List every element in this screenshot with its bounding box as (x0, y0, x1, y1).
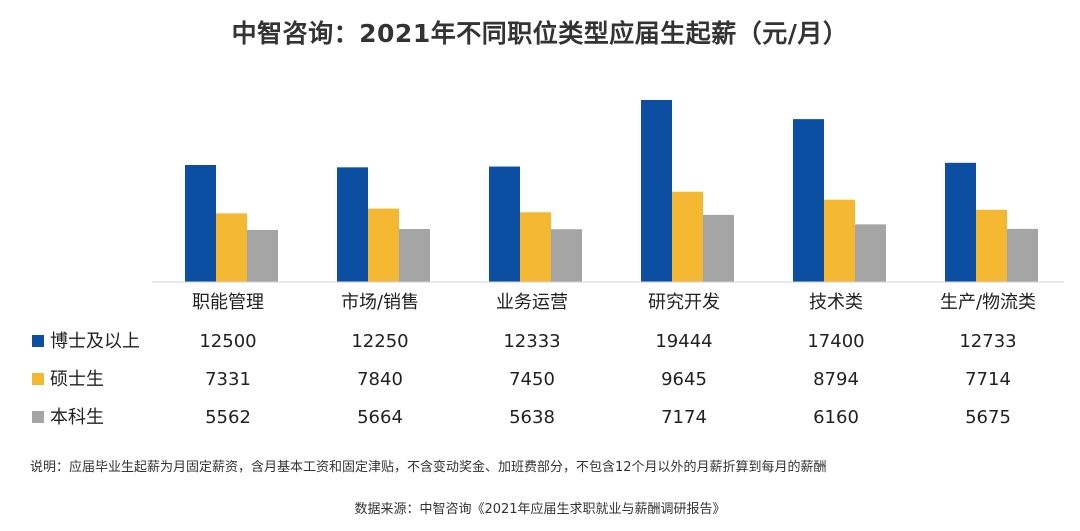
category-label: 市场/销售 (341, 292, 419, 313)
bars-layer (185, 100, 1038, 282)
category-label: 研究开发 (648, 292, 720, 313)
value-label: 17400 (807, 331, 864, 352)
data-table: 12500 7331 5562 12250 7840 5664 12333 7450 5638 1… (32, 331, 1017, 428)
value-label: 12333 (503, 331, 560, 352)
legend-label: 博士及以上 (50, 331, 140, 352)
bar-3-2 (520, 212, 551, 282)
value-label: 7450 (509, 369, 555, 390)
category-label: 技术类 (809, 292, 863, 313)
bar-1-3 (247, 229, 278, 282)
category-labels: 职能管理 市场/销售 业务运营 研究开发 技术类 生产/物流类 (192, 292, 1036, 313)
bar-5-2 (824, 199, 855, 282)
value-label: 5675 (965, 407, 1011, 428)
value-label: 6160 (813, 407, 859, 428)
legend-swatch (32, 373, 44, 385)
value-label: 19444 (655, 331, 712, 352)
value-label: 7714 (965, 369, 1011, 390)
bar-5-1 (793, 119, 824, 282)
category-label: 生产/物流类 (940, 292, 1036, 313)
bar-5-3 (855, 224, 886, 282)
bar-1-2 (216, 213, 247, 282)
value-label: 5664 (357, 407, 403, 428)
value-label: 5562 (205, 407, 251, 428)
footnote: 说明：应届毕业生起薪为月固定薪资，含月基本工资和固定津贴，不含变动奖金、加班费部… (30, 460, 827, 475)
legend-swatch (32, 411, 44, 423)
category-label: 职能管理 (192, 292, 264, 313)
bar-4-2 (672, 191, 703, 282)
bar-3-3 (551, 229, 582, 282)
bar-chart: 职能管理 市场/销售 业务运营 研究开发 技术类 生产/物流类 12500 7331 5562… (32, 100, 1064, 428)
legend-label: 硕士生 (50, 369, 104, 390)
legend-label: 本科生 (50, 407, 104, 428)
category-label: 业务运营 (496, 292, 568, 313)
value-label: 12250 (351, 331, 408, 352)
value-label: 12733 (959, 331, 1016, 352)
bar-2-2 (368, 208, 399, 282)
bar-6-2 (976, 209, 1007, 282)
bar-1-1 (185, 164, 216, 282)
value-label: 9645 (661, 369, 707, 390)
data-source: 数据来源：中智咨询《2021年应届生求职就业与薪酬调研报告》 (354, 502, 726, 517)
bar-2-3 (399, 228, 430, 282)
value-label: 5638 (509, 407, 555, 428)
value-label: 8794 (813, 369, 859, 390)
bar-2-1 (337, 167, 368, 282)
bar-4-3 (703, 214, 734, 282)
value-label: 12500 (199, 331, 256, 352)
value-label: 7331 (205, 369, 251, 390)
value-label: 7840 (357, 369, 403, 390)
bar-3-1 (489, 166, 520, 282)
value-label: 7174 (661, 407, 707, 428)
bar-6-1 (945, 162, 976, 282)
bar-4-1 (641, 100, 672, 282)
chart-title: 中智咨询：2021年不同职位类型应届生起薪（元/月） (231, 19, 849, 48)
legend-swatch (32, 335, 44, 347)
bar-6-3 (1007, 228, 1038, 282)
